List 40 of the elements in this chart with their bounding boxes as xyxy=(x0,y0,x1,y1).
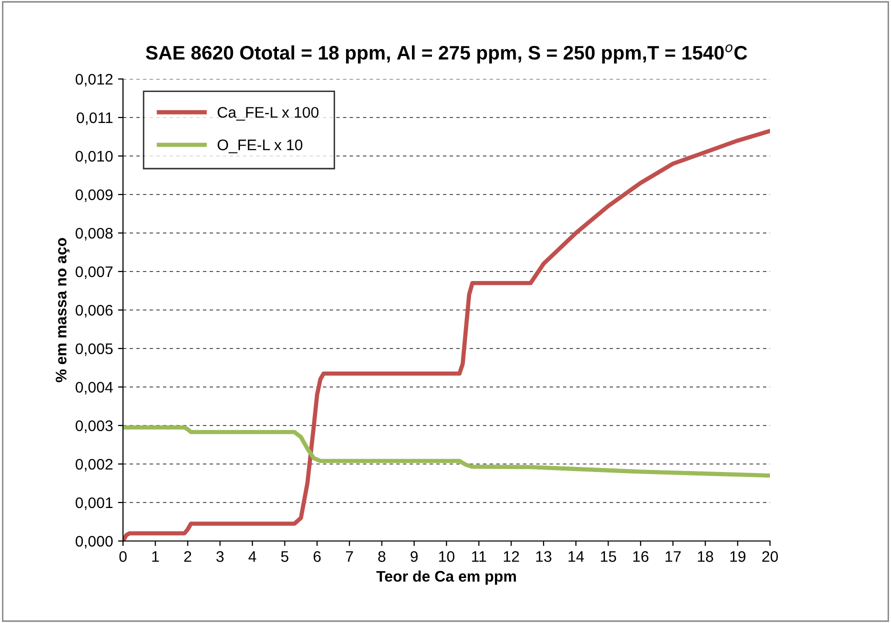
y-tick-label: 0,005 xyxy=(76,343,113,356)
y-tick-label: 0,004 xyxy=(76,382,113,394)
legend-label: O_FE-L x 10 xyxy=(218,140,302,154)
y-tick-label: 0,008 xyxy=(76,228,113,240)
x-tick-label: 14 xyxy=(568,551,584,562)
x-tick-label: 8 xyxy=(378,551,386,562)
chart-title: SAE 8620 Ototal = 18 ppm, Al = 275 ppm, S = 250 ppm,T = 1540$^{o}$C xyxy=(146,44,748,64)
x-tick-label: 11 xyxy=(472,551,486,562)
y-tick-label: 0,012 xyxy=(76,74,113,86)
x-tick-label: 17 xyxy=(666,551,681,562)
line-series xyxy=(123,425,770,478)
x-tick-label: 19 xyxy=(730,551,746,562)
x-axis-title: Teor de Ca em ppm xyxy=(376,570,516,585)
x-tick-label: 1 xyxy=(152,551,159,562)
x-tick-label: 10 xyxy=(439,551,454,562)
y-tick-label: 0,006 xyxy=(76,304,113,318)
x-tick-label: 6 xyxy=(314,551,321,562)
x-tick-label: 7 xyxy=(346,551,353,562)
x-tick-label: 2 xyxy=(184,551,192,562)
y-tick-label: 0,011 xyxy=(76,112,113,125)
x-tick-label: 3 xyxy=(216,551,224,562)
y-tick-label: 0,010 xyxy=(76,150,113,164)
x-tick-label: 18 xyxy=(698,551,714,562)
y-tick-label: 0,003 xyxy=(76,420,113,433)
x-tick-label: 5 xyxy=(281,551,288,562)
x-tick-label: 9 xyxy=(410,551,418,562)
y-tick-label: 0,002 xyxy=(76,458,113,472)
y-axis-title: % em massa no aço xyxy=(56,238,70,382)
x-tick-label: 15 xyxy=(600,551,616,562)
x-tick-label: 20 xyxy=(762,551,778,562)
x-tick-label: 12 xyxy=(504,551,519,562)
y-tick-label: 0,001 xyxy=(76,497,113,510)
x-tick-label: 4 xyxy=(248,551,256,562)
y-tick-label: 0,007 xyxy=(76,266,113,279)
y-tick-label: 0,000 xyxy=(76,536,113,548)
x-tick-label: 0 xyxy=(119,551,127,562)
x-tick-label: 16 xyxy=(633,551,648,562)
legend-label: Ca_FE-L x 100 xyxy=(218,106,318,121)
y-tick-label: 0,009 xyxy=(76,189,113,202)
x-tick-label: 13 xyxy=(536,551,552,562)
